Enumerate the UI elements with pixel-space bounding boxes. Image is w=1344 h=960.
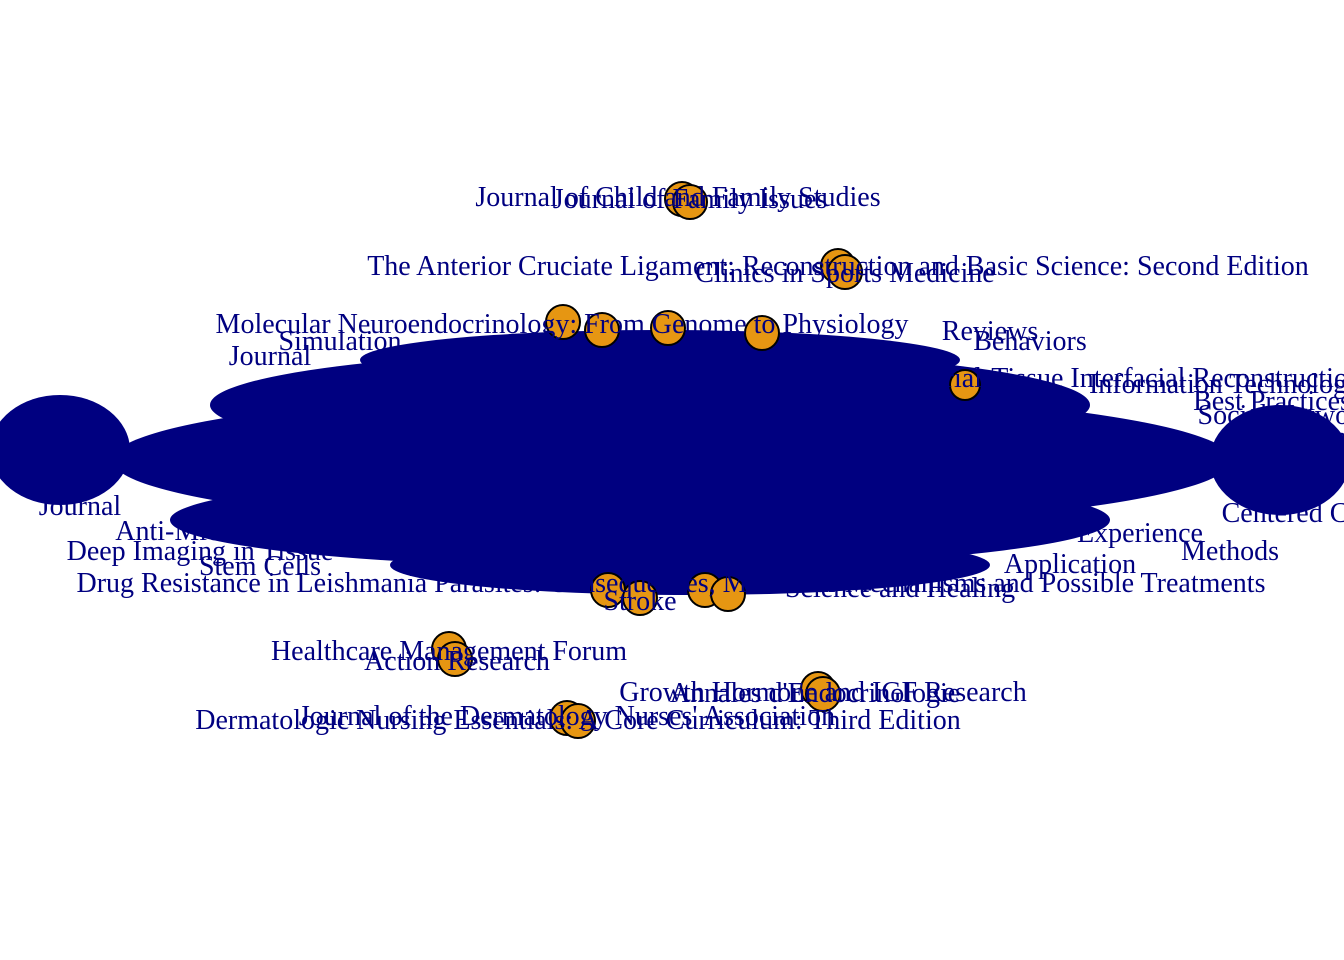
node-label: Stroke <box>603 586 676 617</box>
node-label: Material-Tissue Interfacial Reconstructi… <box>887 363 1344 394</box>
node-label: Journal <box>229 341 312 372</box>
node-label: Information Technology <box>1089 369 1344 400</box>
graph-node[interactable] <box>672 184 708 220</box>
nodes <box>431 181 981 739</box>
graph-node[interactable] <box>949 369 981 401</box>
graph-node[interactable] <box>650 310 686 346</box>
node-label: Journal of Family Issues <box>553 184 828 215</box>
graph-node[interactable] <box>584 312 620 348</box>
graph-node[interactable] <box>437 641 473 677</box>
node-label: Journal of the Dermatology Nurses' Assoc… <box>299 701 835 732</box>
dense-core-blob-bottom <box>390 535 990 595</box>
node-label: Social Network <box>1198 400 1344 431</box>
node-label: Science and Healing <box>785 573 1015 604</box>
graph-node[interactable] <box>560 703 596 739</box>
node-label: Application <box>1004 549 1136 580</box>
dense-core-left-spill <box>0 395 130 505</box>
node-label: Stem Cells <box>199 551 321 582</box>
graph-node[interactable] <box>545 304 581 340</box>
node-label: Action Research <box>364 646 550 677</box>
node-label: Centered C <box>1222 498 1344 529</box>
node-label: Molecular Neuroendocrinology: From Genom… <box>216 309 909 340</box>
node-label: Growth Hormone and IGF Research <box>619 677 1026 708</box>
node-label: Best Practices <box>1193 386 1344 417</box>
node-label: Methods <box>1181 536 1279 567</box>
node-label: Behaviors <box>973 326 1087 357</box>
graph-node[interactable] <box>744 315 780 351</box>
node-label: Experience <box>1077 518 1203 549</box>
node-label: Annales d'Endocrinologie <box>670 678 960 709</box>
graph-node[interactable] <box>805 676 841 712</box>
node-label: Simulation <box>279 326 402 357</box>
node-label: Dermatologic Nursing Essentials: A Core … <box>195 705 961 736</box>
dense-core <box>0 330 1344 595</box>
node-label: Anti-Microbial <box>115 516 285 547</box>
node-label: Journal <box>39 491 122 522</box>
node-label: Reviews <box>942 316 1038 347</box>
node-label: Clinics in Sports Medicine <box>695 258 994 289</box>
node-label: Deep Imaging in Tissue <box>67 536 334 567</box>
node-label: The Anterior Cruciate Ligament: Reconstr… <box>367 251 1309 282</box>
graph-node[interactable] <box>710 576 746 612</box>
dense-core-blob-top <box>360 330 960 390</box>
node-label: Drug Resistance in Leishmania Parasites:… <box>76 568 1265 599</box>
graph-node[interactable] <box>827 254 863 290</box>
dense-core-right-spill <box>1210 405 1344 515</box>
node-label: Healthcare Management Forum <box>271 636 627 667</box>
node-label: Notes in <box>1253 422 1344 453</box>
graph-node[interactable] <box>622 580 658 616</box>
node-labels: Journal of Child and Family Studies Jour… <box>39 182 1344 736</box>
node-label: Journal of Child and Family Studies <box>475 182 880 213</box>
